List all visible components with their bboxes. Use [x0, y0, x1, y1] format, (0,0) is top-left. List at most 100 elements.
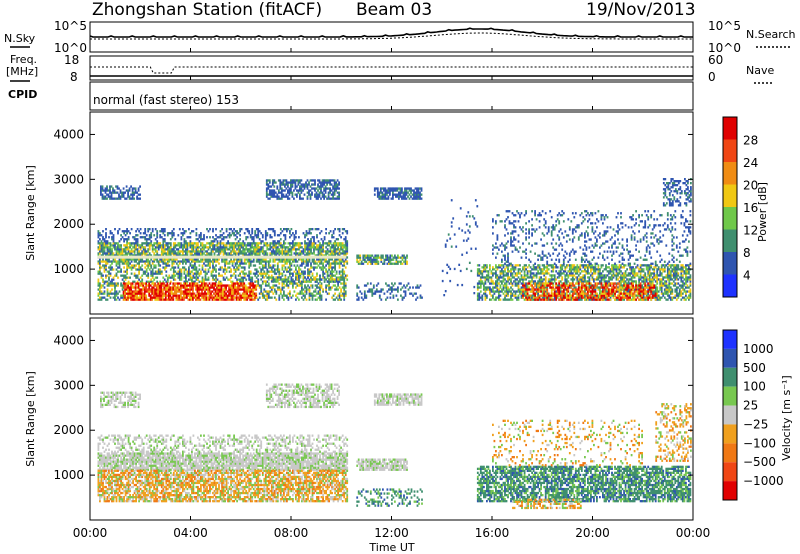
- heatmap-cell: [305, 183, 307, 186]
- heatmap-cell: [528, 264, 530, 267]
- heatmap-cell: [239, 262, 241, 265]
- heatmap-cell: [252, 252, 255, 255]
- heatmap-cell: [320, 250, 323, 253]
- heatmap-cell: [264, 298, 267, 301]
- heatmap-cell: [127, 195, 129, 198]
- heatmap-cell: [203, 244, 205, 247]
- heatmap-cell: [172, 254, 175, 257]
- heatmap-cell: [123, 244, 125, 247]
- heatmap-cell: [186, 246, 189, 249]
- heatmap-cell: [413, 195, 415, 198]
- heatmap-cell: [141, 246, 144, 249]
- heatmap-cell: [389, 193, 391, 196]
- heatmap-cell: [105, 262, 107, 265]
- heatmap-cell: [153, 264, 156, 267]
- heatmap-cell: [272, 242, 275, 245]
- heatmap-cell: [108, 242, 110, 245]
- heatmap-cell: [204, 278, 207, 281]
- heatmap-cell: [356, 258, 359, 261]
- heatmap-cell: [336, 179, 339, 182]
- heatmap-cell: [201, 292, 203, 295]
- heatmap-cell: [492, 282, 494, 285]
- heatmap-cell: [341, 294, 344, 297]
- heatmap-cell: [132, 266, 134, 269]
- heatmap-cell: [340, 242, 342, 245]
- heatmap-cell: [508, 270, 511, 273]
- heatmap-cell: [362, 262, 365, 265]
- heatmap-cell: [293, 282, 296, 285]
- heatmap-cell: [546, 272, 549, 275]
- heatmap-cell: [213, 284, 215, 287]
- heatmap-cell: [248, 266, 251, 269]
- heatmap-cell: [224, 248, 226, 251]
- heatmap-cell: [537, 280, 539, 283]
- heatmap-cell: [495, 280, 497, 283]
- heatmap-cell: [383, 187, 385, 190]
- heatmap-cell: [243, 294, 246, 297]
- heatmap-cell: [109, 290, 112, 293]
- heatmap-cell: [162, 262, 165, 265]
- heatmap-cell: [343, 244, 346, 247]
- heatmap-cell: [187, 288, 190, 291]
- heatmap-cell: [141, 258, 144, 261]
- heatmap-cell: [172, 294, 175, 297]
- heatmap-cell: [252, 288, 255, 291]
- heatmap-cell: [156, 244, 159, 247]
- heatmap-cell: [317, 185, 319, 188]
- heatmap-cell: [502, 298, 505, 301]
- heatmap-cell: [395, 260, 398, 263]
- heatmap-cell: [319, 262, 321, 265]
- heatmap-cell: [120, 238, 122, 241]
- heatmap-cell: [225, 242, 228, 245]
- heatmap-cell: [228, 290, 230, 293]
- heatmap-cell: [209, 262, 211, 265]
- heatmap-cell: [120, 248, 122, 251]
- heatmap-cell: [172, 228, 175, 231]
- heatmap-cell: [252, 272, 255, 275]
- heatmap-cell: [522, 280, 524, 283]
- heatmap-cell: [192, 292, 194, 295]
- heatmap-cell: [122, 187, 125, 190]
- heatmap-cell: [514, 280, 517, 283]
- heatmap-cell: [234, 290, 236, 293]
- heatmap-cell: [519, 278, 521, 281]
- heatmap-cell: [257, 278, 260, 281]
- heatmap-cell: [254, 248, 257, 251]
- heatmap-cell: [112, 260, 115, 263]
- heatmap-cell: [125, 286, 128, 289]
- heatmap-cell: [190, 294, 193, 297]
- heatmap-cell: [216, 236, 219, 239]
- heatmap-cell: [313, 250, 315, 253]
- heatmap-cell: [337, 258, 339, 261]
- heatmap-cell: [308, 258, 311, 261]
- heatmap-cell: [210, 270, 213, 273]
- heatmap-cell: [329, 276, 332, 279]
- heatmap-cell: [112, 244, 115, 247]
- heatmap-cell: [219, 250, 222, 253]
- heatmap-cell: [237, 260, 240, 263]
- heatmap-cell: [317, 252, 320, 255]
- heatmap-cell: [186, 284, 188, 287]
- heatmap-cell: [486, 294, 488, 297]
- heatmap-cell: [168, 274, 171, 277]
- heatmap-cell: [279, 276, 282, 279]
- heatmap-cell: [476, 268, 479, 271]
- heatmap-cell: [308, 193, 310, 196]
- heatmap-cell: [102, 248, 104, 251]
- heatmap-cell: [317, 250, 320, 253]
- heatmap-cell: [115, 262, 118, 265]
- heatmap-cell: [198, 268, 201, 271]
- heatmap-cell: [337, 282, 339, 285]
- heatmap-cell: [130, 228, 133, 231]
- heatmap-cell: [400, 260, 402, 263]
- heatmap-cell: [145, 294, 148, 297]
- heatmap-cell: [125, 189, 128, 192]
- heatmap-cell: [122, 294, 125, 297]
- heatmap-cell: [99, 292, 101, 295]
- heatmap-cell: [139, 268, 142, 271]
- heatmap-cell: [180, 254, 183, 257]
- heatmap-cell: [299, 282, 302, 285]
- heatmap-cell: [296, 254, 299, 257]
- heatmap-cell: [163, 244, 166, 247]
- heatmap-cell: [326, 292, 329, 295]
